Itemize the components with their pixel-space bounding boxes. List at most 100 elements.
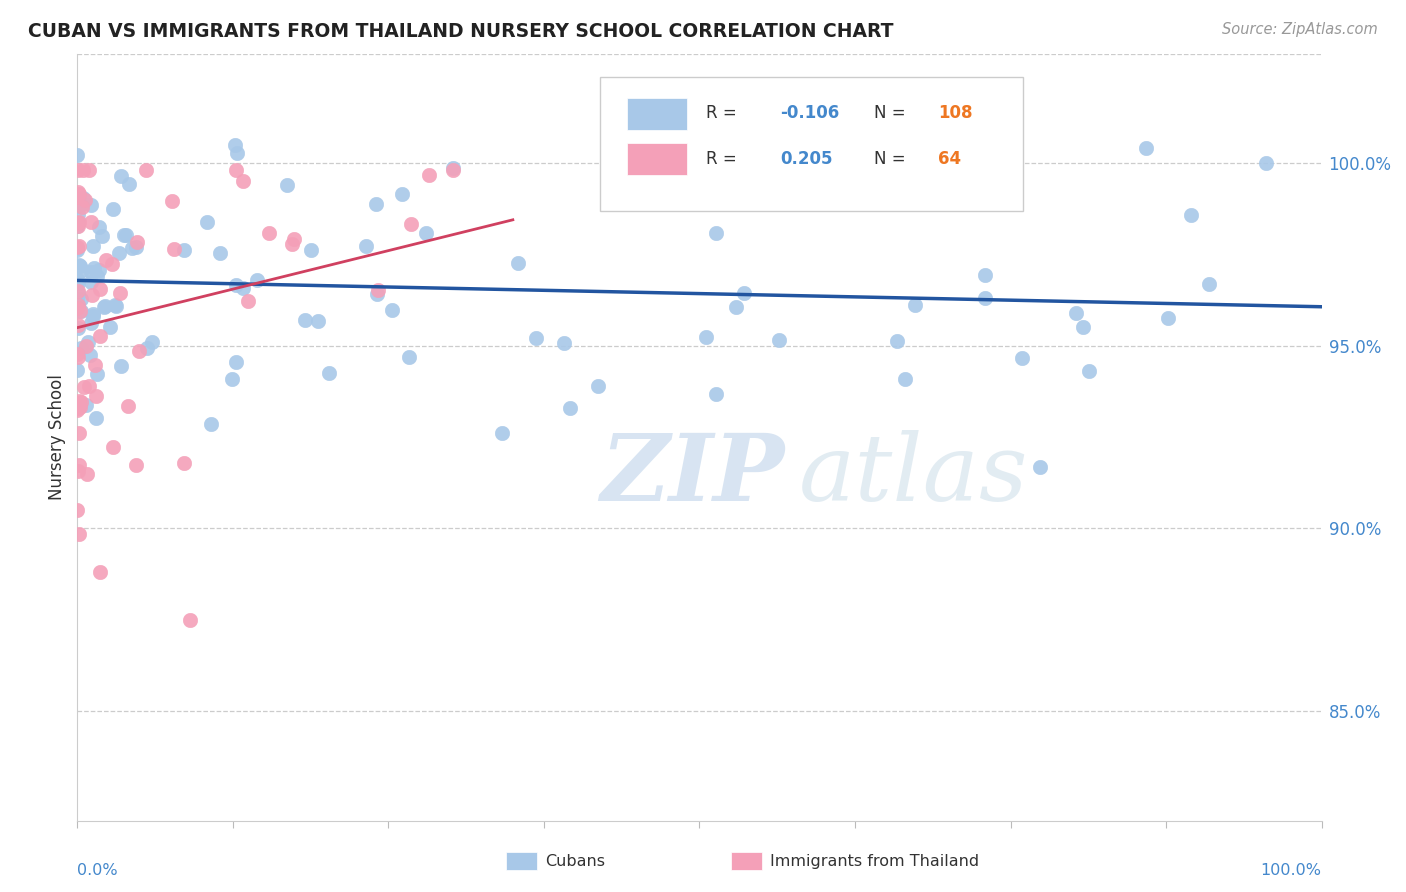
- Point: [695, 330, 717, 344]
- Point: [101, 202, 124, 216]
- Text: 100.0%: 100.0%: [1261, 863, 1322, 878]
- Point: [225, 355, 247, 369]
- Point: [232, 280, 254, 294]
- Point: [86, 368, 108, 382]
- Point: [66, 190, 89, 204]
- Point: [904, 298, 927, 312]
- Point: [66, 216, 89, 230]
- Point: [107, 246, 129, 260]
- Point: [173, 243, 195, 257]
- Point: [70, 341, 93, 355]
- Point: [83, 261, 105, 276]
- Point: [66, 293, 89, 307]
- Point: [221, 371, 243, 385]
- Point: [67, 186, 90, 201]
- Point: [733, 285, 755, 300]
- Point: [79, 348, 101, 362]
- Point: [77, 335, 100, 350]
- Point: [96, 253, 118, 268]
- Point: [82, 239, 104, 253]
- Point: [66, 464, 89, 478]
- Point: [768, 333, 790, 347]
- Text: R =: R =: [706, 150, 737, 168]
- Point: [67, 239, 90, 253]
- Point: [69, 527, 91, 541]
- Point: [77, 379, 100, 393]
- Point: [66, 347, 89, 361]
- Point: [724, 300, 747, 314]
- Point: [66, 163, 89, 178]
- Point: [195, 215, 218, 229]
- Point: [80, 288, 103, 302]
- Text: Source: ZipAtlas.com: Source: ZipAtlas.com: [1222, 22, 1378, 37]
- Point: [66, 363, 89, 377]
- Point: [121, 241, 143, 255]
- Point: [84, 411, 107, 425]
- Bar: [627, 98, 688, 130]
- Point: [70, 395, 93, 409]
- Point: [70, 292, 93, 306]
- Point: [283, 232, 305, 246]
- Text: N =: N =: [873, 150, 905, 168]
- Point: [125, 458, 148, 472]
- Point: [1157, 310, 1180, 325]
- Point: [491, 426, 513, 441]
- Point: [66, 276, 89, 290]
- Text: atlas: atlas: [799, 431, 1029, 520]
- Text: 0.0%: 0.0%: [77, 863, 118, 878]
- Point: [1071, 320, 1094, 334]
- Point: [259, 226, 281, 240]
- Point: [89, 282, 111, 296]
- Point: [391, 187, 413, 202]
- Point: [354, 239, 377, 253]
- Point: [125, 235, 148, 249]
- Point: [108, 285, 131, 300]
- Point: [66, 148, 89, 162]
- Point: [73, 380, 96, 394]
- Point: [67, 458, 90, 472]
- Point: [80, 316, 103, 330]
- Point: [225, 163, 247, 178]
- Point: [89, 329, 111, 343]
- Point: [94, 300, 117, 314]
- Point: [441, 163, 464, 178]
- Point: [67, 258, 90, 272]
- Point: [226, 146, 249, 161]
- Point: [160, 194, 183, 208]
- Point: [66, 403, 89, 417]
- Point: [141, 334, 163, 349]
- Point: [246, 273, 269, 287]
- Text: 64: 64: [938, 150, 962, 168]
- Point: [66, 216, 89, 230]
- Point: [415, 226, 437, 240]
- Point: [209, 245, 232, 260]
- Point: [66, 284, 89, 298]
- Point: [558, 401, 581, 415]
- Point: [110, 359, 132, 374]
- Point: [69, 260, 91, 274]
- Point: [73, 193, 96, 207]
- Text: ZIP: ZIP: [600, 431, 785, 520]
- Text: CUBAN VS IMMIGRANTS FROM THAILAND NURSERY SCHOOL CORRELATION CHART: CUBAN VS IMMIGRANTS FROM THAILAND NURSER…: [28, 22, 894, 41]
- Point: [745, 164, 768, 178]
- Point: [299, 243, 322, 257]
- Point: [84, 389, 107, 403]
- Point: [69, 401, 91, 415]
- Text: R =: R =: [706, 104, 737, 122]
- Point: [1254, 156, 1277, 170]
- Point: [1077, 363, 1099, 377]
- Y-axis label: Nursery School: Nursery School: [48, 374, 66, 500]
- Point: [77, 163, 100, 178]
- Point: [98, 319, 121, 334]
- Point: [80, 198, 103, 212]
- Point: [72, 163, 94, 178]
- Point: [104, 298, 127, 312]
- Point: [66, 219, 89, 233]
- Point: [66, 219, 89, 234]
- Point: [66, 401, 89, 415]
- Text: Cubans: Cubans: [546, 855, 606, 869]
- Point: [66, 240, 89, 254]
- Bar: [627, 143, 688, 175]
- Point: [224, 137, 246, 152]
- Point: [318, 367, 340, 381]
